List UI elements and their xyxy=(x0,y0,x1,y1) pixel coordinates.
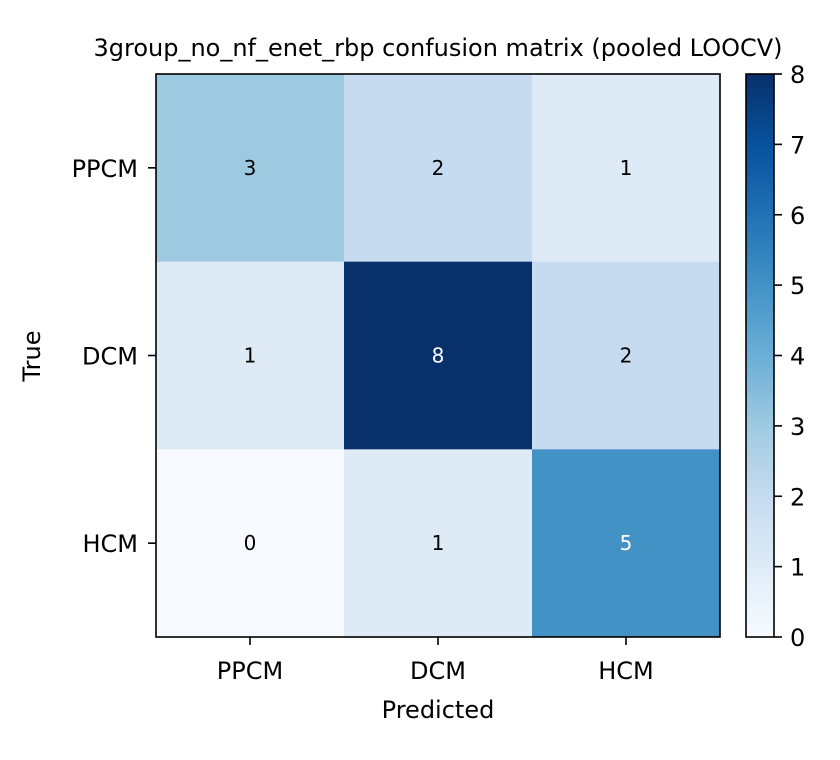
cell-value-label: 2 xyxy=(620,344,633,368)
x-axis-label: Predicted xyxy=(382,696,495,724)
heatmap-cell xyxy=(344,74,533,263)
chart-title: 3group_no_nf_enet_rbp confusion matrix (… xyxy=(93,34,782,62)
x-axis-ticks: PPCM DCM HCM xyxy=(217,637,654,685)
colorbar-tick-label: 2 xyxy=(790,483,805,511)
y-tick-label: HCM xyxy=(82,530,138,558)
heatmap-cells xyxy=(156,74,721,638)
y-tick-label: PPCM xyxy=(72,155,138,183)
x-tick-label: HCM xyxy=(598,657,654,685)
colorbar xyxy=(745,73,775,638)
colorbar-tick-label: 4 xyxy=(790,343,805,371)
cell-value-label: 5 xyxy=(620,531,633,555)
y-tick-label: DCM xyxy=(82,343,138,371)
heatmap-cell xyxy=(344,449,533,638)
colorbar-tick-label: 6 xyxy=(790,202,805,230)
heatmap-cell xyxy=(532,449,721,638)
x-tick-label: DCM xyxy=(410,657,466,685)
cell-value-label: 3 xyxy=(244,156,257,180)
heatmap-cell xyxy=(532,261,721,450)
y-axis-ticks: PPCM DCM HCM xyxy=(72,155,156,558)
colorbar-tick-label: 5 xyxy=(790,272,805,300)
colorbar-tick-label: 1 xyxy=(790,554,805,582)
cell-value-label: 1 xyxy=(244,344,257,368)
cell-value-label: 1 xyxy=(432,531,445,555)
cell-value-label: 1 xyxy=(620,156,633,180)
colorbar-tick-label: 0 xyxy=(790,624,805,652)
colorbar-ticks: 0 1 2 3 4 5 6 7 8 xyxy=(774,61,805,652)
heatmap-cell xyxy=(156,449,345,638)
heatmap-cell xyxy=(156,261,345,450)
y-axis-label: True xyxy=(18,331,46,383)
cell-value-label: 8 xyxy=(432,344,445,368)
heatmap-cell xyxy=(344,261,533,450)
colorbar-tick-label: 8 xyxy=(790,61,805,89)
colorbar-tick-label: 3 xyxy=(790,413,805,441)
heatmap-cell xyxy=(532,74,721,263)
cell-value-labels: 3 2 1 1 8 2 0 1 5 xyxy=(244,156,633,555)
heatmap-cell xyxy=(156,74,345,263)
cell-value-label: 2 xyxy=(432,156,445,180)
x-tick-label: PPCM xyxy=(217,657,283,685)
cell-value-label: 0 xyxy=(244,531,257,555)
colorbar-tick-label: 7 xyxy=(790,131,805,159)
